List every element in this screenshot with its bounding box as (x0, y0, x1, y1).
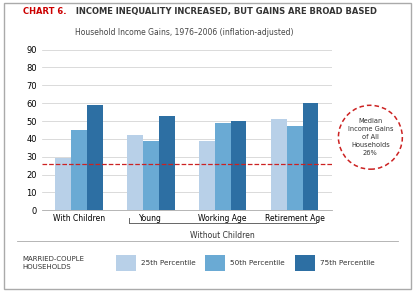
Bar (159, 116, 175, 210)
Text: Without Children: Without Children (190, 231, 255, 240)
Bar (71, 130, 87, 210)
Bar (127, 135, 143, 210)
Bar (231, 121, 247, 210)
Bar (143, 141, 159, 210)
Bar (215, 123, 231, 210)
Bar (199, 141, 215, 210)
Text: Median
Income Gains
of All
Households
26%: Median Income Gains of All Households 26… (348, 118, 393, 156)
Bar (271, 119, 287, 210)
Bar (303, 103, 318, 210)
Bar (87, 105, 103, 210)
Bar (55, 159, 71, 210)
Text: 25th Percentile: 25th Percentile (141, 260, 196, 266)
Text: Household Income Gains, 1976–2006 (inflation-adjusted): Household Income Gains, 1976–2006 (infla… (76, 28, 294, 37)
Text: CHART 6.: CHART 6. (23, 7, 66, 16)
Text: 50th Percentile: 50th Percentile (230, 260, 285, 266)
Text: 75th Percentile: 75th Percentile (320, 260, 374, 266)
Text: MARRIED-COUPLE
HOUSEHOLDS: MARRIED-COUPLE HOUSEHOLDS (23, 256, 85, 270)
Bar (287, 126, 303, 210)
Text: INCOME INEQUALITY INCREASED, BUT GAINS ARE BROAD BASED: INCOME INEQUALITY INCREASED, BUT GAINS A… (73, 7, 377, 16)
